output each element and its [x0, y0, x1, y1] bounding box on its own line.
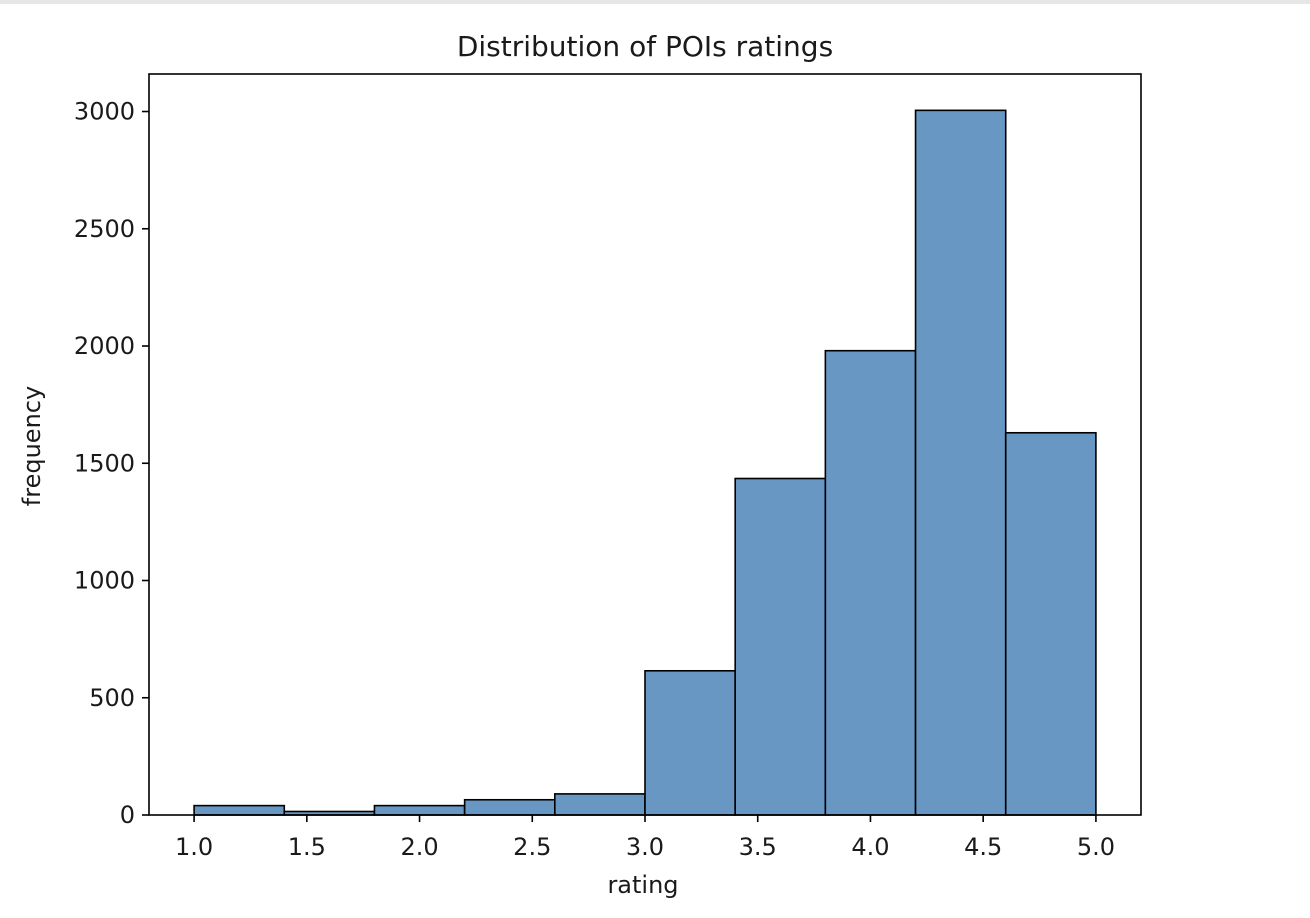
x-tick-label: 4.5: [964, 833, 1002, 861]
x-tick-label: 3.0: [626, 833, 664, 861]
plot-frame: [148, 73, 1142, 816]
histogram-bar: [463, 798, 556, 816]
y-axis-label: frequency: [18, 386, 46, 506]
histogram-bar: [373, 804, 466, 816]
y-tick-label: 1000: [74, 567, 135, 595]
y-axis-ticks: 0 500 1000 1500 2000 2500 3000: [74, 98, 149, 829]
y-tick-label: 2000: [74, 332, 135, 360]
histogram-bar: [193, 804, 286, 816]
x-tick-label: 3.5: [739, 833, 777, 861]
bars-group: [193, 109, 1097, 816]
y-tick-label: 0: [120, 801, 135, 829]
chart-title: Distribution of POIs ratings: [457, 30, 833, 63]
histogram-bar: [644, 669, 736, 816]
top-divider: [0, 0, 1310, 4]
y-tick-label: 3000: [74, 98, 135, 126]
x-tick-label: 4.0: [851, 833, 889, 861]
x-tick-label: 2.5: [513, 833, 551, 861]
histogram-bar: [554, 793, 646, 816]
histogram-bar: [914, 109, 1007, 816]
x-axis-label: rating: [607, 871, 678, 899]
histogram-bar: [824, 349, 917, 816]
x-tick-label: 1.0: [175, 833, 213, 861]
x-tick-label: 5.0: [1077, 833, 1115, 861]
x-tick-label: 2.0: [400, 833, 438, 861]
y-tick-label: 2500: [74, 215, 135, 243]
y-tick-label: 500: [89, 684, 135, 712]
y-tick-label: 1500: [74, 449, 135, 477]
x-axis-ticks: 1.0 1.5 2.0 2.5 3.0 3.5 4.0 4.5 5.0: [175, 815, 1115, 861]
histogram-bar: [734, 477, 827, 816]
histogram-bar: [1004, 431, 1097, 816]
x-tick-label: 1.5: [288, 833, 326, 861]
